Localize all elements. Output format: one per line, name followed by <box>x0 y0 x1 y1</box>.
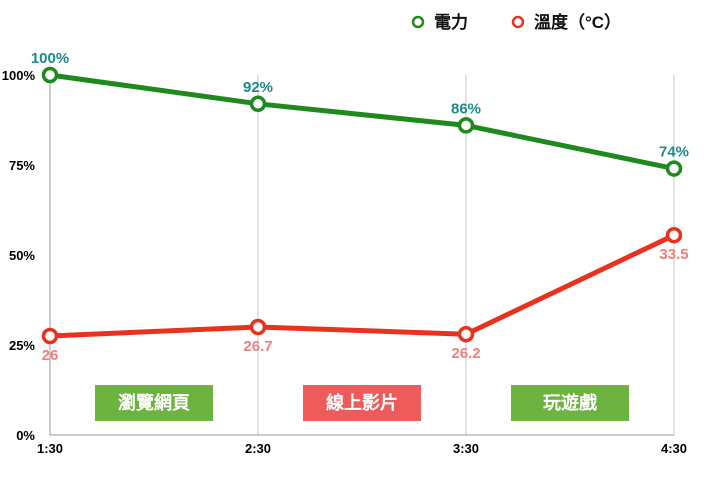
power-data-label: 92% <box>243 79 273 96</box>
annotation-layer: 瀏覽網頁 線上影片 玩遊戲 <box>95 385 629 421</box>
annotation-badge-label: 瀏覽網頁 <box>118 392 190 413</box>
power-data-label: 74% <box>659 144 689 161</box>
power-point <box>249 95 267 113</box>
series-layer <box>41 66 683 345</box>
legend-label: 溫度（°C） <box>534 12 621 32</box>
y-tick-label: 25% <box>9 338 35 353</box>
annotation-badge-label: 線上影片 <box>326 392 398 413</box>
label-layer: 100% 92% 86% 74% 26 26.7 26.2 33.5 <box>31 50 689 364</box>
axis-layer: 0% 25% 50% 75% 100% 1:30 2:30 3:30 4:30 <box>2 68 687 456</box>
power-point <box>665 160 683 177</box>
grid-layer <box>49 75 675 436</box>
annotation-badge-label: 玩遊戲 <box>543 392 598 413</box>
temperature-data-label: 33.5 <box>659 246 688 263</box>
power-data-label: 86% <box>451 100 481 117</box>
legend-label: 電力 <box>434 12 468 32</box>
power-point <box>41 66 59 84</box>
x-tick-label: 2:30 <box>245 441 271 456</box>
temperature-point <box>457 325 475 343</box>
x-tick-label: 1:30 <box>37 441 63 456</box>
legend-layer: 電力 溫度（°C） <box>411 12 621 32</box>
legend-marker <box>411 15 425 29</box>
x-tick-label: 3:30 <box>453 441 479 456</box>
legend-marker <box>511 15 525 29</box>
temperature-data-label: 26.2 <box>451 345 480 362</box>
temperature-data-label: 26.7 <box>243 338 272 355</box>
annotation-badge <box>511 385 629 421</box>
temperature-series-line <box>47 232 677 339</box>
temperature-point <box>249 318 267 336</box>
power-point <box>457 117 475 134</box>
annotation-badge <box>95 385 213 421</box>
temperature-data-label: 26 <box>42 347 59 364</box>
y-tick-label: 75% <box>9 158 35 173</box>
power-data-label: 100% <box>31 50 69 67</box>
x-tick-label: 4:30 <box>661 441 687 456</box>
power-series-line <box>47 72 677 172</box>
y-tick-label: 100% <box>2 68 36 83</box>
y-tick-label: 50% <box>9 248 35 263</box>
y-tick-label: 0% <box>16 428 35 443</box>
temperature-point <box>665 226 683 244</box>
annotation-badge <box>303 385 421 421</box>
temperature-point <box>41 327 59 345</box>
